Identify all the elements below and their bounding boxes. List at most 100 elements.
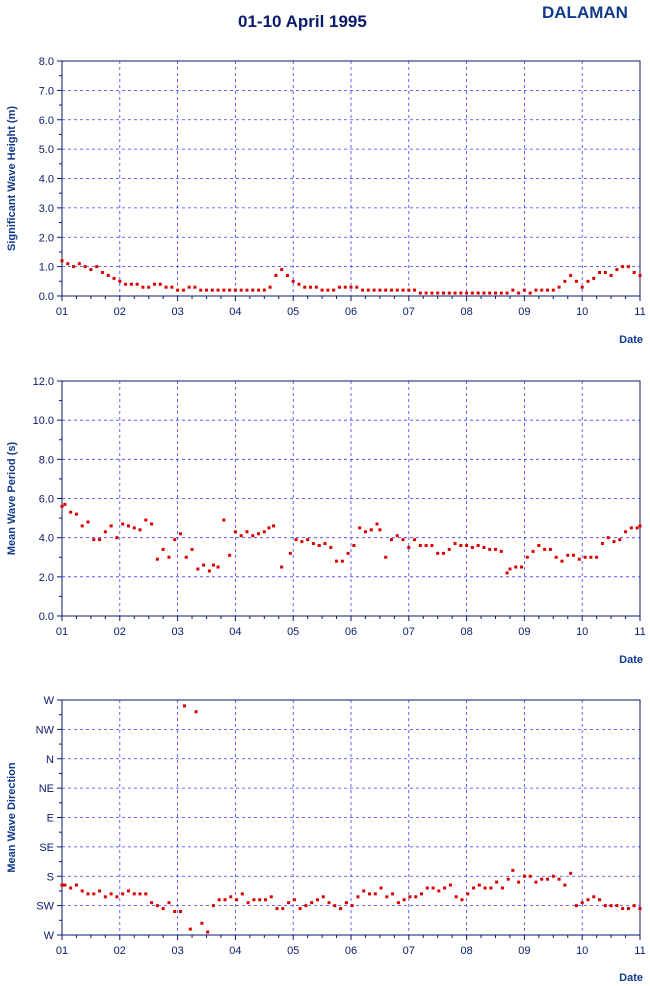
x-tick-label: 06 <box>345 945 357 957</box>
data-point <box>534 880 538 884</box>
data-point <box>488 291 492 295</box>
data-point <box>150 522 154 526</box>
data-point <box>167 555 171 559</box>
data-point <box>385 895 389 899</box>
data-point <box>335 559 339 563</box>
data-point <box>112 276 116 280</box>
data-point <box>343 285 347 289</box>
data-point <box>586 279 590 283</box>
data-point <box>245 530 249 534</box>
data-point <box>609 904 613 908</box>
data-point <box>470 291 474 295</box>
x-tick-label: 02 <box>114 306 126 318</box>
data-point <box>466 892 470 896</box>
data-point <box>369 528 373 532</box>
data-point <box>246 901 250 905</box>
data-point <box>158 282 162 286</box>
y-tick-label: 5.0 <box>39 144 54 156</box>
data-point <box>228 553 232 557</box>
data-point <box>121 892 125 896</box>
data-point <box>615 268 619 272</box>
data-point <box>413 538 417 542</box>
y-tick-label: 4.0 <box>39 533 54 545</box>
data-point <box>472 886 476 890</box>
y-tick-label: W <box>44 930 55 942</box>
data-point <box>511 288 515 292</box>
data-point <box>612 540 616 544</box>
data-point <box>592 895 596 899</box>
data-point <box>470 545 474 549</box>
data-point <box>211 904 215 908</box>
data-point <box>69 510 73 514</box>
data-point <box>320 288 324 292</box>
data-point <box>304 904 308 908</box>
data-point <box>367 892 371 896</box>
data-point <box>476 291 480 295</box>
data-point <box>508 567 512 571</box>
data-point <box>476 544 480 547</box>
data-point <box>372 288 376 292</box>
x-tick-label: 04 <box>229 626 241 638</box>
data-point <box>505 291 509 295</box>
data-point <box>92 892 96 896</box>
data-point <box>362 889 366 893</box>
y-tick-label: 2.0 <box>39 232 54 244</box>
data-point <box>100 271 104 274</box>
y-tick-label: S <box>47 871 54 883</box>
data-point <box>638 273 642 277</box>
x-tick-label: 06 <box>345 306 357 318</box>
data-point <box>228 288 232 292</box>
data-point <box>199 288 203 292</box>
y-tick-label: 10.0 <box>33 415 54 427</box>
data-point <box>222 518 226 522</box>
data-point <box>563 279 567 283</box>
data-point <box>537 544 541 547</box>
x-tick-label: 11 <box>634 626 645 638</box>
data-point <box>448 883 452 887</box>
x-axis-label: Date <box>619 334 643 346</box>
data-point <box>546 288 550 292</box>
data-point <box>514 565 518 569</box>
data-point <box>95 265 99 269</box>
data-point <box>152 282 156 286</box>
data-point <box>190 547 194 551</box>
data-point <box>624 530 628 534</box>
data-point <box>323 542 327 546</box>
data-point <box>291 279 295 283</box>
data-point <box>425 886 429 890</box>
data-point <box>287 901 291 905</box>
data-point <box>258 898 262 902</box>
station-name: DALAMAN <box>542 3 628 22</box>
data-point <box>315 898 319 902</box>
data-point <box>188 927 192 931</box>
x-tick-label: 09 <box>518 306 530 318</box>
data-point <box>60 504 64 508</box>
data-point <box>453 291 457 295</box>
data-point <box>63 502 67 506</box>
y-tick-label: 1.0 <box>39 262 54 274</box>
data-point <box>580 901 584 905</box>
data-point <box>500 886 504 890</box>
data-point <box>635 526 639 530</box>
data-point <box>511 868 515 872</box>
data-point <box>548 547 552 551</box>
data-point <box>621 907 625 911</box>
data-point <box>441 291 445 295</box>
data-point <box>155 557 159 561</box>
data-point <box>144 518 148 522</box>
data-point <box>337 285 341 289</box>
data-point <box>184 555 188 559</box>
data-point <box>638 907 642 911</box>
data-point <box>60 259 64 263</box>
data-point <box>275 907 279 911</box>
x-tick-label: 03 <box>171 626 183 638</box>
x-tick-label: 10 <box>576 306 588 318</box>
data-point <box>384 288 388 292</box>
x-tick-label: 05 <box>287 306 299 318</box>
data-point <box>477 883 481 887</box>
data-point <box>196 567 200 571</box>
y-tick-label: 7.0 <box>39 85 54 97</box>
data-point <box>402 898 406 902</box>
data-point <box>401 538 405 542</box>
